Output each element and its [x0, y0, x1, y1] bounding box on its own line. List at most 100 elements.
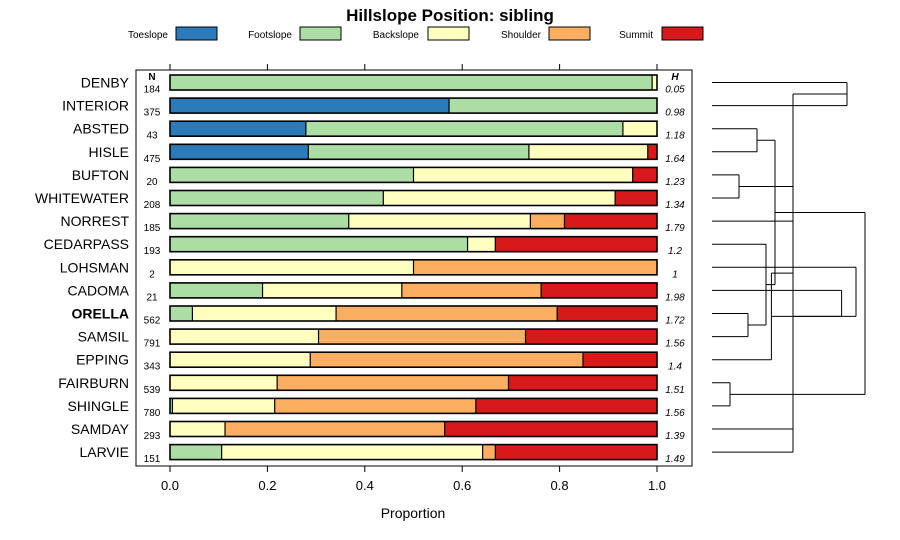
row-label-interior: INTERIOR	[62, 98, 129, 114]
bar-whitewater-summit	[615, 190, 657, 206]
bar-norrest-backslope	[348, 213, 531, 229]
bar-outline-epping	[169, 351, 658, 369]
bar-hisle-summit	[647, 144, 657, 160]
bar-outline-cadoma	[169, 282, 658, 299]
bar-hisle-toeslope	[170, 144, 309, 160]
h-value-orella: 1.72	[665, 316, 685, 327]
row-label-cedarpass: CEDARPASS	[44, 236, 129, 252]
bar-cadoma-backslope	[262, 282, 402, 298]
row-label-bufton: BUFTON	[72, 167, 129, 183]
bar-shingle-footslope	[170, 398, 173, 414]
legend-label-backslope: Backslope	[373, 30, 420, 41]
bar-hisle-footslope	[308, 144, 529, 160]
h-column-header: H	[671, 72, 679, 83]
bar-hisle-backslope	[528, 144, 648, 160]
legend-swatch-shoulder	[548, 26, 591, 41]
bar-absted-footslope	[305, 121, 623, 137]
bar-outline-samsil	[169, 328, 658, 345]
bar-samday-summit	[444, 421, 657, 437]
h-value-hisle: 1.64	[665, 154, 685, 165]
n-value-absted: 43	[146, 131, 158, 142]
bar-epping-backslope	[170, 352, 311, 368]
row-label-lohsman: LOHSMAN	[60, 259, 129, 275]
legend-label-summit: Summit	[619, 30, 653, 41]
bar-shingle-summit	[475, 398, 657, 414]
bar-fairburn-backslope	[170, 375, 278, 391]
bar-outline-fairburn	[169, 374, 658, 392]
n-value-samday: 293	[144, 431, 161, 442]
bar-shingle-shoulder	[274, 398, 476, 414]
bar-samsil-shoulder	[318, 329, 526, 345]
h-value-samday: 1.39	[665, 431, 685, 442]
h-value-norrest: 1.79	[665, 223, 685, 234]
bar-interior-footslope	[449, 98, 657, 114]
x-tick-label: 1.0	[648, 478, 666, 493]
n-column-header: N	[148, 72, 155, 83]
bar-orella-backslope	[192, 306, 337, 321]
plot-frame	[135, 69, 693, 467]
bar-outline-denby	[169, 74, 658, 91]
row-label-shingle: SHINGLE	[68, 398, 129, 414]
bar-outline-samday	[169, 420, 658, 438]
bar-cedarpass-backslope	[467, 236, 496, 252]
bar-outline-absted	[169, 120, 658, 137]
n-value-epping: 343	[144, 362, 161, 373]
bar-norrest-shoulder	[530, 213, 565, 229]
bar-fairburn-shoulder	[277, 375, 509, 391]
bar-larvie-backslope	[221, 444, 483, 460]
n-value-hisle: 475	[144, 154, 161, 165]
bar-outline-whitewater	[169, 189, 658, 207]
bar-norrest-footslope	[170, 213, 349, 229]
bar-cadoma-shoulder	[401, 282, 542, 298]
bar-whitewater-footslope	[170, 190, 384, 206]
n-value-lohsman: 2	[149, 269, 155, 280]
legend: Toeslope Footslope Backslope Shoulder Summit	[128, 26, 704, 41]
bar-bufton-footslope	[170, 167, 414, 183]
row-label-samday: SAMDAY	[71, 421, 130, 437]
row-label-orella: ORELLA	[71, 306, 129, 322]
h-value-cadoma: 1.98	[665, 292, 685, 303]
legend-swatch-summit	[661, 26, 704, 41]
bar-interior-toeslope	[170, 98, 450, 114]
bar-cadoma-summit	[541, 282, 657, 298]
legend-swatch-footslope	[299, 26, 342, 41]
bar-shingle-backslope	[172, 398, 275, 414]
h-value-lohsman: 1	[672, 269, 678, 280]
bar-denby-backslope	[652, 75, 657, 90]
bar-orella-shoulder	[336, 306, 558, 321]
bar-cedarpass-summit	[495, 236, 657, 252]
bar-outline-shingle	[169, 397, 658, 415]
legend-swatch-toeslope	[175, 26, 218, 41]
bar-outline-bufton	[169, 166, 658, 184]
row-label-denby: DENBY	[81, 75, 130, 91]
h-value-fairburn: 1.51	[665, 385, 684, 396]
bar-epping-summit	[582, 352, 657, 368]
bar-absted-toeslope	[170, 121, 306, 137]
h-value-bufton: 1.23	[665, 177, 685, 188]
h-value-samsil: 1.56	[665, 339, 685, 350]
x-tick-label: 0.6	[453, 478, 471, 493]
h-value-epping: 1.4	[668, 362, 682, 373]
n-value-whitewater: 208	[144, 200, 161, 211]
n-value-shingle: 780	[144, 408, 161, 419]
bar-absted-backslope	[622, 121, 657, 137]
legend-label-toeslope: Toeslope	[128, 30, 168, 41]
bar-outline-orella	[169, 305, 658, 322]
h-value-larvie: 1.49	[665, 454, 685, 465]
bar-larvie-summit	[495, 444, 657, 460]
h-value-absted: 1.18	[665, 131, 685, 142]
x-tick-label: 0.2	[258, 478, 276, 493]
bar-bufton-summit	[632, 167, 657, 183]
row-label-epping: EPPING	[76, 352, 129, 368]
n-value-cedarpass: 193	[144, 246, 161, 257]
n-value-samsil: 791	[144, 339, 161, 350]
bar-larvie-shoulder	[482, 444, 496, 460]
bar-fairburn-summit	[508, 375, 657, 391]
bar-outline-larvie	[169, 443, 658, 461]
legend-label-shoulder: Shoulder	[501, 30, 542, 41]
n-value-norrest: 185	[144, 223, 161, 234]
bar-epping-shoulder	[310, 352, 583, 368]
bar-lohsman-shoulder	[413, 259, 657, 275]
bar-outline-norrest	[169, 212, 658, 230]
